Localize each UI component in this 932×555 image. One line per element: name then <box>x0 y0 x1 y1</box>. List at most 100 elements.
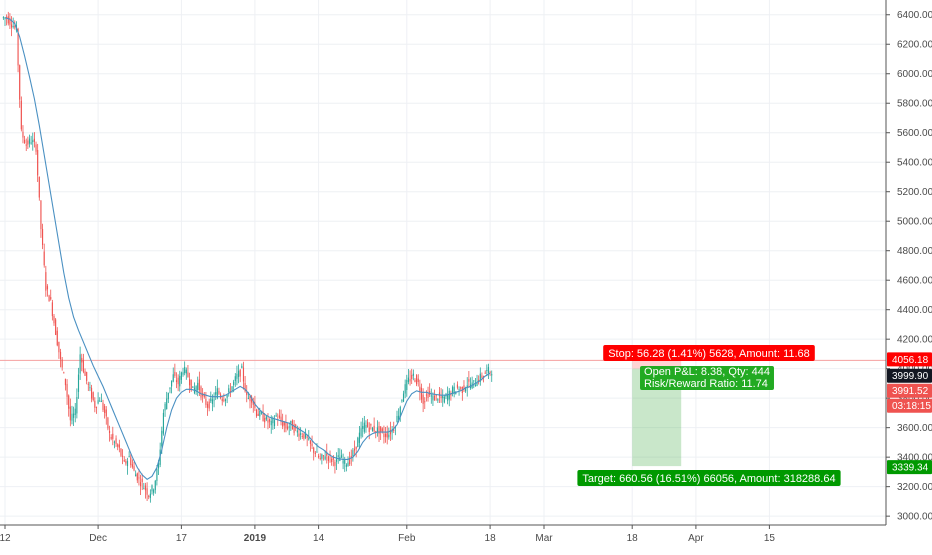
candle-body <box>37 149 39 176</box>
candle-body <box>304 432 307 438</box>
grid-layer <box>0 0 886 525</box>
candle-body <box>46 286 49 290</box>
candle-body <box>345 464 347 467</box>
candle-body <box>100 401 102 403</box>
last-price-tag-label: 3999.90 <box>892 371 929 382</box>
candle-body <box>87 383 89 385</box>
candle-body <box>389 429 392 435</box>
candle-body <box>326 452 328 456</box>
stop-label-box[interactable] <box>603 345 815 361</box>
candle-body <box>331 459 333 463</box>
candle-body <box>99 400 101 402</box>
candle-body <box>221 398 223 402</box>
candle-body <box>94 400 96 408</box>
candle-body <box>247 397 249 399</box>
candle-body <box>435 395 437 397</box>
candle-body <box>432 395 434 401</box>
stop-price-tag <box>887 352 932 367</box>
candle-body <box>68 395 70 409</box>
candle-body <box>458 389 460 391</box>
candle-body <box>298 433 300 437</box>
candle-body <box>133 466 135 471</box>
candle-body <box>156 469 158 481</box>
candle-body <box>175 380 178 382</box>
candle-body <box>269 419 271 422</box>
candle-body <box>110 437 112 439</box>
candle-body <box>342 460 344 464</box>
candle-body <box>122 455 124 457</box>
candle-body <box>388 434 390 438</box>
candle-body <box>468 379 470 382</box>
candle-body <box>316 451 318 453</box>
candle-body <box>228 388 230 393</box>
price-tick-label: 3600.00 <box>897 423 932 434</box>
candle-body <box>113 441 116 443</box>
candle-body <box>414 379 416 382</box>
candle-body <box>352 450 354 457</box>
time-axis-ticks: 12 Dec 17 2019 14 Feb 18 Mar 18 Apr 15 <box>0 525 775 544</box>
price-tick-label: 5000.00 <box>897 217 932 228</box>
candle-body <box>491 374 493 376</box>
candle-body <box>482 376 485 378</box>
candle-body <box>290 420 292 424</box>
target-price-tag-label: 3339.34 <box>892 463 929 474</box>
candle-body <box>447 394 449 401</box>
moving-average-layer <box>4 17 491 480</box>
candle-body <box>420 387 423 400</box>
candle-body <box>151 485 153 492</box>
candle-body <box>233 381 235 386</box>
candle-body <box>318 455 320 458</box>
candle-body <box>401 400 403 402</box>
candle-body <box>45 272 47 291</box>
candle-body <box>146 488 148 495</box>
candle-body <box>86 371 88 381</box>
candle-body <box>126 460 129 467</box>
candle-body <box>182 372 184 375</box>
candle-body <box>73 413 75 418</box>
candle-body <box>35 144 37 152</box>
time-tick-label: 18 <box>485 533 497 544</box>
candle-body <box>427 393 429 399</box>
candle-body <box>285 421 287 429</box>
candle-body <box>246 392 248 396</box>
candle-body <box>324 456 326 460</box>
candle-body <box>143 488 145 490</box>
time-tick-label: 18 <box>627 533 639 544</box>
candle-body <box>448 390 450 400</box>
pnl-label-box[interactable] <box>640 366 774 390</box>
candle-body <box>38 176 40 198</box>
candle-body <box>272 417 274 424</box>
target-label-box[interactable] <box>577 470 841 486</box>
candle-body <box>84 371 86 376</box>
candle-body <box>53 316 55 324</box>
candle-body <box>144 485 147 491</box>
candle-body <box>295 424 297 429</box>
candle-body <box>120 448 122 456</box>
price-axis[interactable] <box>0 0 887 526</box>
candle-body <box>2 17 4 19</box>
candle-body <box>89 387 91 389</box>
candle-body <box>416 375 418 385</box>
candle-body <box>210 398 212 402</box>
price-tick-label: 6000.00 <box>897 69 932 80</box>
candle-body <box>77 374 80 392</box>
candle-body <box>128 456 130 458</box>
candle-body <box>309 440 312 444</box>
candle-body <box>24 139 26 144</box>
candle-body <box>223 399 225 401</box>
candle-body <box>371 427 374 432</box>
candle-body <box>425 394 427 396</box>
price-tick-label: 4200.00 <box>897 335 932 346</box>
position-labels[interactable]: Stop: 56.28 (1.41%) 5628, Amount: 11.68 … <box>577 345 841 486</box>
candle-body <box>108 430 111 434</box>
candle-body <box>179 375 181 387</box>
candle-body <box>33 138 35 142</box>
candle-body <box>162 412 165 434</box>
candle-body <box>334 461 336 466</box>
candle-body <box>205 399 207 405</box>
price-tick-label: 6200.00 <box>897 40 932 51</box>
candle-body <box>367 422 369 427</box>
candle-body <box>174 371 176 376</box>
